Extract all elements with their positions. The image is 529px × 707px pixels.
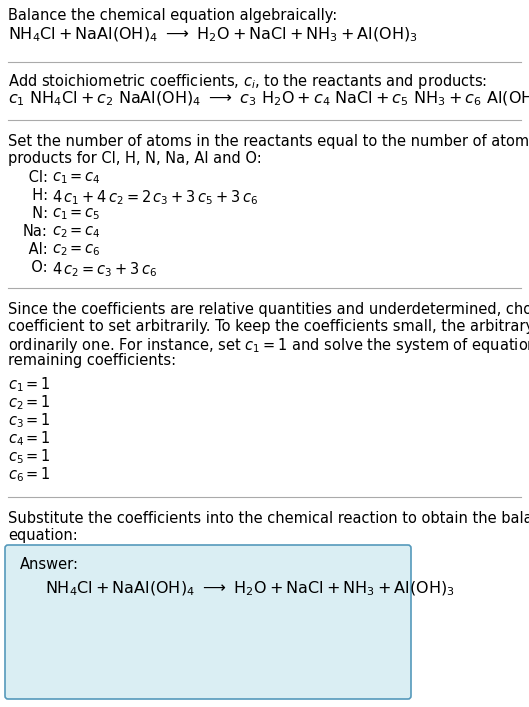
Text: $c_2 = c_4$: $c_2 = c_4$ xyxy=(52,224,101,240)
Text: products for Cl, H, N, Na, Al and O:: products for Cl, H, N, Na, Al and O: xyxy=(8,151,262,166)
Text: coefficient to set arbitrarily. To keep the coefficients small, the arbitrary va: coefficient to set arbitrarily. To keep … xyxy=(8,319,529,334)
Text: N:: N: xyxy=(23,206,48,221)
Text: Answer:: Answer: xyxy=(20,557,79,572)
Text: $c_1 = 1$: $c_1 = 1$ xyxy=(8,375,51,394)
Text: $\mathrm{NH_4Cl + NaAl(OH)_4 \ \longrightarrow \ H_2O + NaCl + NH_3 + Al(OH)_3}$: $\mathrm{NH_4Cl + NaAl(OH)_4 \ \longrigh… xyxy=(45,580,455,598)
Text: $c_1 = c_4$: $c_1 = c_4$ xyxy=(52,170,101,186)
Text: $4\,c_1 + 4\,c_2 = 2\,c_3 + 3\,c_5 + 3\,c_6$: $4\,c_1 + 4\,c_2 = 2\,c_3 + 3\,c_5 + 3\,… xyxy=(52,188,258,206)
Text: O:: O: xyxy=(22,260,48,275)
Text: Na:: Na: xyxy=(23,224,48,239)
Text: Cl:: Cl: xyxy=(24,170,48,185)
Text: $c_5 = 1$: $c_5 = 1$ xyxy=(8,447,51,466)
Text: Add stoichiometric coefficients, $c_i$, to the reactants and products:: Add stoichiometric coefficients, $c_i$, … xyxy=(8,72,487,91)
Text: $c_3 = 1$: $c_3 = 1$ xyxy=(8,411,51,430)
Text: $4\,c_2 = c_3 + 3\,c_6$: $4\,c_2 = c_3 + 3\,c_6$ xyxy=(52,260,157,279)
Text: $c_2 = c_6$: $c_2 = c_6$ xyxy=(52,242,101,257)
FancyBboxPatch shape xyxy=(5,545,411,699)
Text: equation:: equation: xyxy=(8,528,78,543)
Text: $\mathrm{NH_4Cl + NaAl(OH)_4 \ \longrightarrow \ H_2O + NaCl + NH_3 + Al(OH)_3}$: $\mathrm{NH_4Cl + NaAl(OH)_4 \ \longrigh… xyxy=(8,26,418,45)
Text: $c_1\ \mathrm{NH_4Cl} + c_2\ \mathrm{NaAl(OH)_4} \ \longrightarrow \ c_3\ \mathr: $c_1\ \mathrm{NH_4Cl} + c_2\ \mathrm{NaA… xyxy=(8,90,529,108)
Text: remaining coefficients:: remaining coefficients: xyxy=(8,353,176,368)
Text: Al:: Al: xyxy=(24,242,48,257)
Text: $c_6 = 1$: $c_6 = 1$ xyxy=(8,465,51,484)
Text: Set the number of atoms in the reactants equal to the number of atoms in the: Set the number of atoms in the reactants… xyxy=(8,134,529,149)
Text: Substitute the coefficients into the chemical reaction to obtain the balanced: Substitute the coefficients into the che… xyxy=(8,511,529,526)
Text: $c_1 = c_5$: $c_1 = c_5$ xyxy=(52,206,101,222)
Text: $c_4 = 1$: $c_4 = 1$ xyxy=(8,429,51,448)
Text: Since the coefficients are relative quantities and underdetermined, choose a: Since the coefficients are relative quan… xyxy=(8,302,529,317)
Text: $c_2 = 1$: $c_2 = 1$ xyxy=(8,393,51,411)
Text: ordinarily one. For instance, set $c_1 = 1$ and solve the system of equations fo: ordinarily one. For instance, set $c_1 =… xyxy=(8,336,529,355)
Text: Balance the chemical equation algebraically:: Balance the chemical equation algebraica… xyxy=(8,8,338,23)
Text: H:: H: xyxy=(23,188,48,203)
